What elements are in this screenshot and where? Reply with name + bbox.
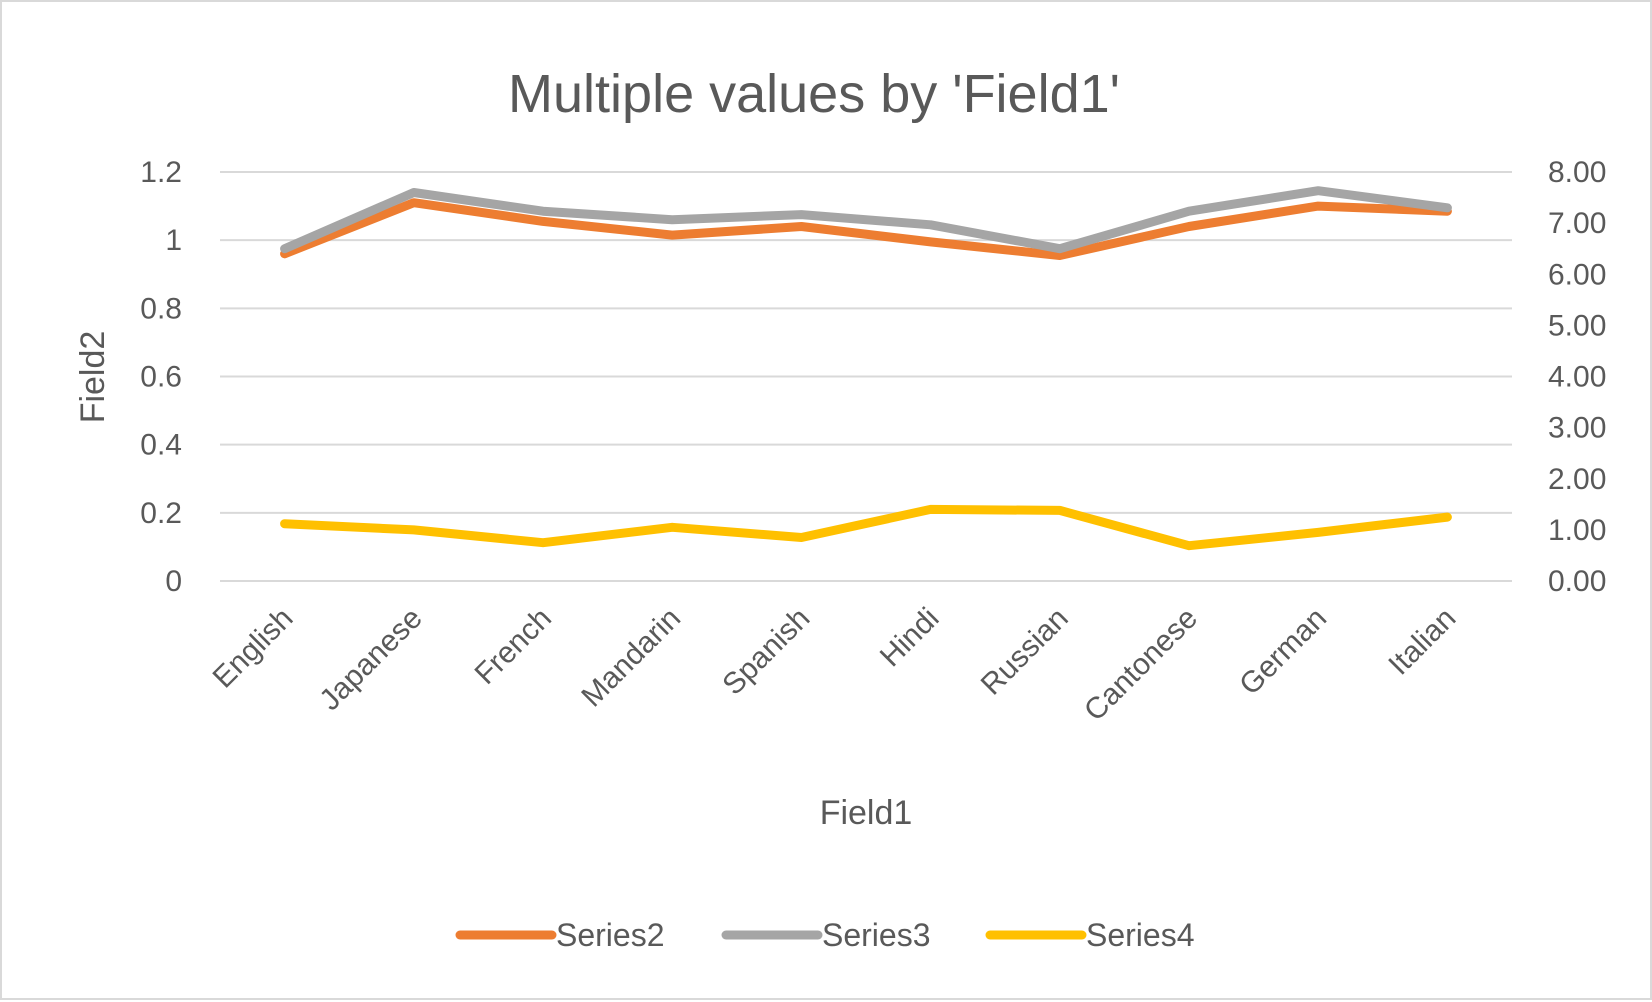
category-label: French: [469, 602, 558, 691]
right-tick-label: 8.00: [1548, 156, 1606, 189]
legend-label: Series4: [1086, 917, 1195, 953]
left-tick-label: 0.2: [140, 497, 182, 530]
right-tick-label: 3.00: [1548, 412, 1606, 445]
series-line-series3: [280, 186, 1452, 254]
right-tick-label: 4.00: [1548, 361, 1606, 394]
right-tick-label: 0.00: [1548, 565, 1606, 598]
right-tick-label: 1.00: [1548, 514, 1606, 547]
legend: Series2 Series3 Series4: [455, 917, 1195, 953]
chart-title: Multiple values by 'Field1': [508, 64, 1120, 124]
category-label: Spanish: [716, 602, 816, 702]
category-labels: English Japanese French Mandarin Spanish Hind…: [207, 602, 1463, 728]
category-label: Italian: [1382, 602, 1462, 682]
category-label: Hindi: [874, 602, 946, 674]
right-tick-label: 6.00: [1548, 258, 1606, 291]
left-tick-label: 0: [165, 565, 182, 598]
x-axis-title: Field1: [820, 794, 913, 832]
legend-label: Series3: [822, 917, 931, 953]
left-tick-label: 0.8: [140, 292, 182, 325]
gridlines: [220, 171, 1512, 582]
y-axis-title: Field2: [74, 331, 112, 424]
category-label: Russian: [975, 602, 1075, 702]
category-label: German: [1233, 602, 1333, 702]
left-tick-label: 0.6: [140, 361, 182, 394]
left-tick-label: 0.4: [140, 429, 182, 462]
series-line-series4: [280, 504, 1452, 551]
right-tick-label: 7.00: [1548, 207, 1606, 240]
right-tick-label: 2.00: [1548, 463, 1606, 496]
series-line-series2: [280, 198, 1452, 260]
category-label: Japanese: [313, 602, 428, 717]
category-label: Cantonese: [1078, 602, 1204, 728]
left-tick-label: 1.2: [140, 156, 182, 189]
category-label: English: [207, 602, 300, 695]
right-tick-label: 5.00: [1548, 309, 1606, 342]
left-tick-label: 1: [165, 224, 182, 257]
left-axis-ticks: 0 0.2 0.4 0.6 0.8 1 1.2: [140, 156, 182, 598]
legend-label: Series2: [556, 917, 665, 953]
series-lines: [280, 186, 1452, 551]
category-label: Mandarin: [575, 602, 687, 714]
right-axis-ticks: 0.00 1.00 2.00 3.00 4.00 5.00 6.00 7.00 8.00: [1548, 156, 1606, 598]
